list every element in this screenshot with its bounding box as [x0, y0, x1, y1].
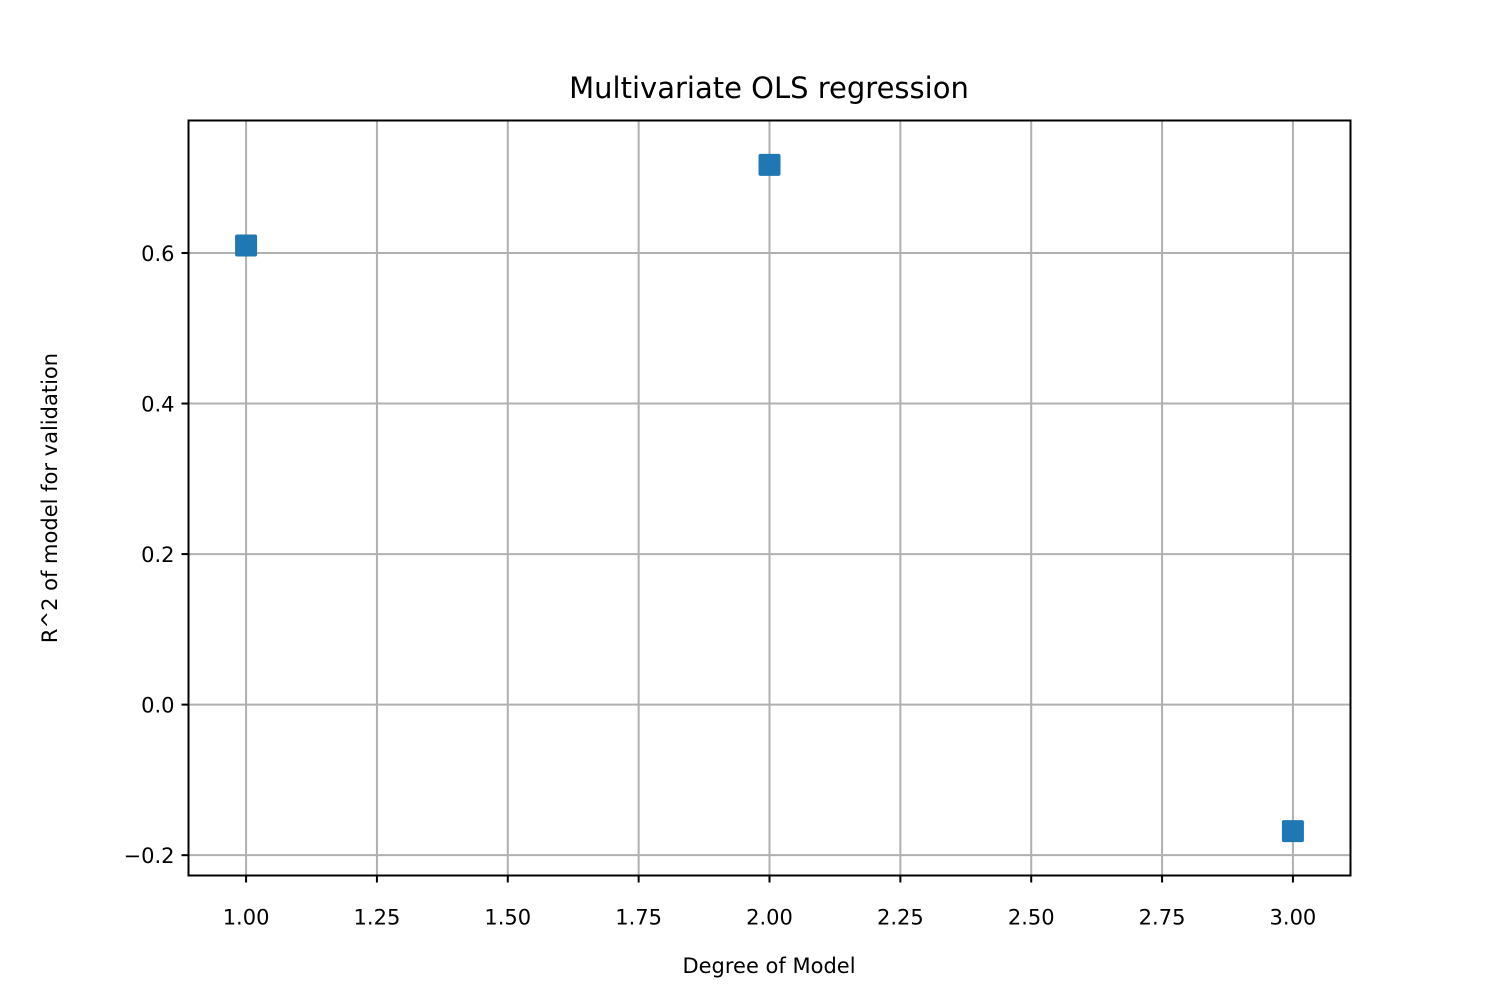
x-tick-label: 2.75	[1139, 906, 1186, 930]
y-tick-label: 0.0	[141, 694, 174, 718]
x-tick-label: 2.25	[877, 906, 924, 930]
data-point	[235, 234, 258, 257]
data-point	[758, 153, 781, 176]
x-tick-label: 2.00	[746, 906, 793, 930]
data-point	[1281, 820, 1304, 843]
x-tick-label: 2.50	[1008, 906, 1055, 930]
data-points	[235, 153, 1304, 843]
x-tick-label: 1.25	[354, 906, 401, 930]
x-axis-ticks: 1.00 1.25 1.50 1.75 2.00 2.25 2.50 2.75 3.00	[223, 875, 1317, 930]
y-tick-label: 0.2	[141, 543, 174, 567]
grid	[188, 120, 1351, 876]
x-tick-label: 1.00	[223, 906, 270, 930]
x-tick-label: 1.75	[615, 906, 662, 930]
chart-title: Multivariate OLS regression	[569, 71, 969, 105]
x-tick-label: 1.50	[484, 906, 531, 930]
y-tick-label: 0.6	[141, 242, 174, 266]
y-axis-ticks: −0.2 0.0 0.2 0.4 0.6	[124, 242, 189, 868]
y-axis-label: R^2 of model for validation	[38, 353, 62, 643]
y-tick-label: 0.4	[141, 393, 174, 417]
x-axis-label: Degree of Model	[682, 954, 855, 978]
x-tick-label: 3.00	[1270, 906, 1317, 930]
y-tick-label: −0.2	[124, 844, 175, 868]
